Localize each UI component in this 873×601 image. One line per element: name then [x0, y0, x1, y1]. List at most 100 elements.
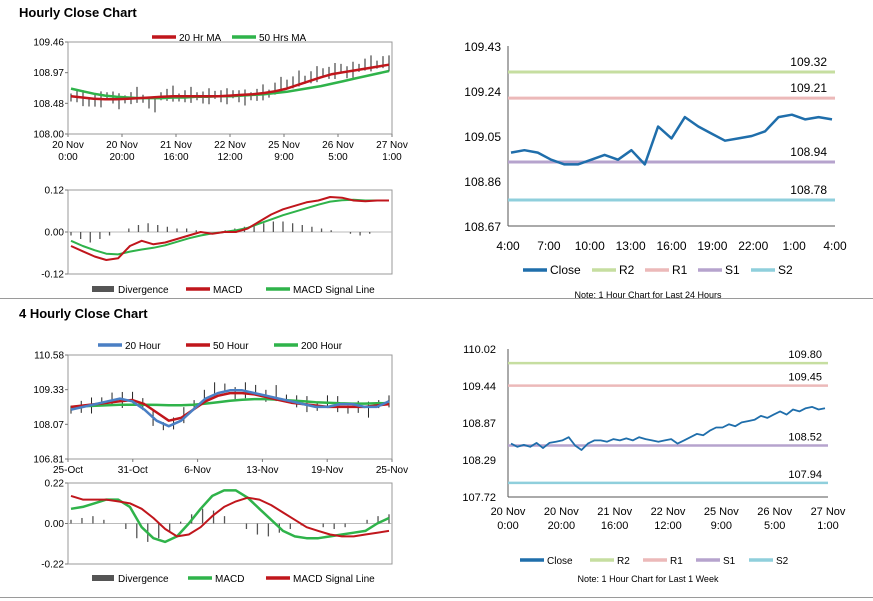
four-hourly-levels-x-tick-label: 20 Nov	[491, 506, 526, 518]
hourly-price-plot-frame	[67, 41, 393, 135]
hourly-levels-close-line	[510, 113, 833, 166]
hourly-price-x-tick-label: 5:00	[328, 152, 348, 163]
hourly-levels-x-tick-label: 1:00	[782, 239, 806, 253]
four-hourly-price-plot-frame	[67, 354, 393, 460]
four-hourly-levels-legend-label: Close	[547, 556, 573, 567]
four-hourly-macd-signal-line	[70, 494, 390, 538]
hourly-levels-y-tick-label: 109.24	[464, 85, 501, 99]
four-hourly-ma200-line	[70, 397, 390, 409]
hourly-macd-y-tick-label: 0.12	[45, 186, 65, 197]
four-hourly-macd-line	[70, 489, 390, 544]
four-hourly-level-r1-label: 109.45	[788, 372, 822, 384]
hourly-levels-x-tick-label: 4:00	[823, 239, 847, 253]
bottom-divider	[0, 597, 873, 598]
hourly-macd-line	[70, 196, 389, 261]
four-hourly-price-y-tick-label: 108.07	[33, 420, 64, 431]
hourly-levels-y-tick-label: 109.05	[464, 130, 501, 144]
four-hourly-macd-legend-label: MACD	[215, 574, 244, 585]
hourly-price-x-tick-label: 25 Nov	[268, 140, 300, 151]
hourly-levels-legend-label: R1	[672, 263, 688, 277]
hourly-macd-signal-line	[70, 198, 389, 256]
four-hourly-levels-x-tick-label: 22 Nov	[651, 506, 686, 518]
hourly-level-r2-label: 109.32	[790, 55, 827, 69]
hourly-levels-x-tick-label: 19:00	[697, 239, 727, 253]
four-hourly-levels-x-tick-label: 9:00	[711, 520, 732, 532]
hourly-price-x-tick-label: 9:00	[274, 152, 294, 163]
hourly-levels-legend-label: R2	[619, 263, 635, 277]
four-hourly-price-y-tick-label: 106.81	[33, 455, 64, 466]
hourly-price-legend-label: 20 Hr MA	[179, 33, 222, 44]
hourly-levels-legend-label: S1	[725, 263, 740, 277]
hourly-price-x-tick-label: 22 Nov	[214, 140, 246, 151]
four-hourly-macd-legend-label: Divergence	[118, 574, 169, 585]
four-hourly-levels-y-tick-label: 109.44	[462, 381, 496, 393]
four-hourly-price-legend-label: 20 Hour	[125, 341, 161, 352]
hourly-level-s2-label: 108.78	[790, 183, 827, 197]
hourly-price-x-tick-label: 26 Nov	[322, 140, 354, 151]
hourly-levels-legend-label: S2	[778, 263, 793, 277]
four-hourly-macd-legend-label: MACD Signal Line	[293, 574, 375, 585]
hourly-levels-x-tick-label: 10:00	[575, 239, 605, 253]
four-hourly-levels-y-tick-label: 108.29	[462, 455, 496, 467]
four-hourly-levels-x-tick-label: 0:00	[497, 520, 518, 532]
four-hourly-ma50-line	[70, 391, 390, 422]
four-hourly-levels-y-tick-label: 107.72	[462, 492, 496, 504]
four-hourly-levels-x-tick-label: 20 Nov	[544, 506, 579, 518]
hourly-levels-note: Note: 1 Hour Chart for Last 24 Hours	[574, 290, 722, 300]
four-hourly-price-x-tick-label: 25-Oct	[53, 465, 83, 476]
four-hourly-levels-close-line	[510, 405, 826, 451]
four-hourly-price-legend-label: 200 Hour	[301, 341, 343, 352]
hourly-price-y-tick-label: 108.00	[33, 130, 64, 141]
hourly-levels-y-tick-label: 109.43	[464, 40, 501, 54]
four-hourly-levels-x-tick-label: 16:00	[601, 520, 629, 532]
four-hourly-levels-legend-label: S1	[723, 556, 736, 567]
four-hourly-levels-x-tick-label: 25 Nov	[704, 506, 739, 518]
four-hourly-levels-note: Note: 1 Hour Chart for Last 1 Week	[578, 574, 719, 584]
four-hourly-price-x-tick-label: 31-Oct	[118, 465, 148, 476]
hourly-price-x-tick-label: 1:00	[382, 152, 402, 163]
four-hourly-levels-x-tick-label: 26 Nov	[757, 506, 792, 518]
four-hourly-price-x-tick-label: 25-Nov	[376, 465, 408, 476]
four-hourly-ma20-line	[70, 389, 390, 428]
hourly-macd-legend-label: Divergence	[118, 285, 169, 296]
hourly-level-r1-label: 109.21	[790, 81, 827, 95]
hourly-macd-legend-label: MACD Signal Line	[293, 285, 375, 296]
hourly-price-x-tick-label: 12:00	[217, 152, 242, 163]
hourly-price-y-tick-label: 108.97	[33, 68, 64, 79]
hourly-levels-x-tick-label: 16:00	[656, 239, 686, 253]
four-hourly-levels-x-tick-label: 12:00	[654, 520, 682, 532]
four-hourly-level-s1-label: 108.52	[788, 432, 822, 444]
four-hourly-macd-y-tick-label: 0.00	[45, 519, 65, 530]
four-hourly-price-x-tick-label: 6-Nov	[184, 465, 211, 476]
hourly-section-title: Hourly Close Chart	[19, 5, 137, 20]
four-hourly-level-r2-label: 109.80	[788, 349, 822, 361]
four-hourly-macd-y-tick-label: 0.22	[45, 479, 65, 490]
hourly-levels-x-tick-label: 7:00	[537, 239, 561, 253]
four-hourly-levels-y-tick-label: 108.87	[462, 418, 496, 430]
four-hourly-price-legend-label: 50 Hour	[213, 341, 249, 352]
four-hourly-levels-x-tick-label: 21 Nov	[597, 506, 632, 518]
four-hourly-price-x-tick-label: 13-Nov	[246, 465, 278, 476]
hourly-levels-x-tick-label: 22:00	[738, 239, 768, 253]
four-hourly-macd-y-tick-label: -0.22	[41, 560, 64, 571]
hourly-levels-legend-label: Close	[550, 263, 581, 277]
hourly-price-x-tick-label: 16:00	[163, 152, 188, 163]
hourly-levels-x-tick-label: 13:00	[616, 239, 646, 253]
hourly-price-x-tick-label: 20 Nov	[106, 140, 138, 151]
hourly-price-x-tick-label: 0:00	[58, 152, 78, 163]
hourly-price-x-tick-label: 21 Nov	[160, 140, 192, 151]
four-hourly-levels-x-tick-label: 1:00	[817, 520, 838, 532]
four-hourly-levels-legend-label: S2	[776, 556, 789, 567]
hourly-macd-y-tick-label: -0.12	[41, 270, 64, 281]
four-hourly-levels-x-tick-label: 27 Nov	[811, 506, 846, 518]
hourly-price-y-tick-label: 109.46	[33, 38, 64, 49]
hourly-macd-legend-swatch	[92, 286, 114, 292]
four-hourly-macd-legend-swatch	[92, 575, 114, 581]
hourly-price-x-tick-label: 20:00	[109, 152, 134, 163]
hourly-levels-y-tick-label: 108.86	[464, 175, 501, 189]
four-hourly-levels-legend-label: R1	[670, 556, 683, 567]
hourly-macd-legend-label: MACD	[213, 285, 242, 296]
hourly-macd-y-tick-label: 0.00	[45, 228, 65, 239]
four-hourly-levels-x-tick-label: 20:00	[548, 520, 576, 532]
